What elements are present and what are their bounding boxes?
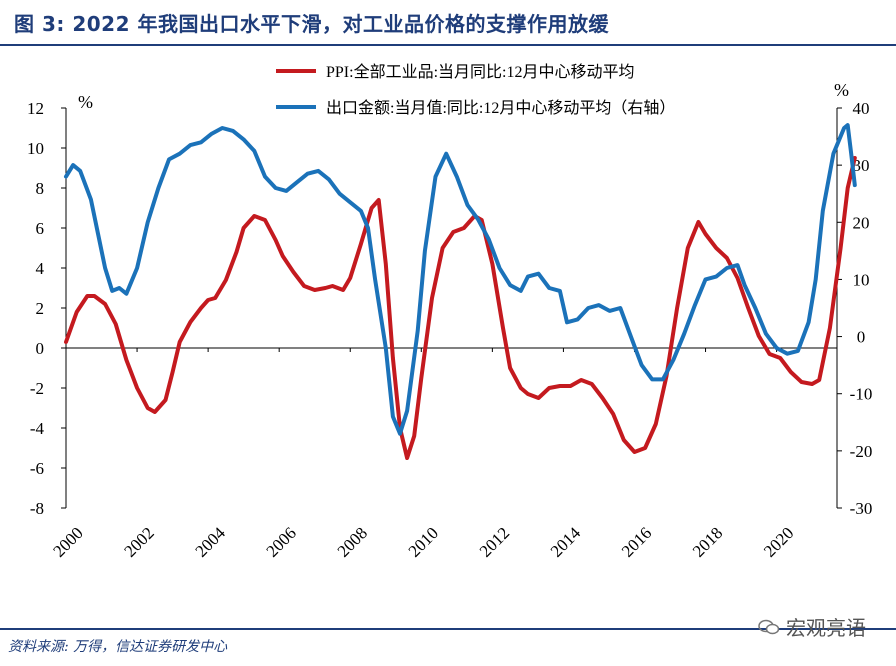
watermark-text: 宏观亮语 xyxy=(786,616,866,640)
x-tick-label: 2012 xyxy=(476,523,513,560)
left-tick-label: 8 xyxy=(36,179,45,198)
source-note: 资料来源: 万得，信达证券研发中心 xyxy=(8,639,228,655)
left-tick-label: 6 xyxy=(36,219,45,238)
x-tick-label: 2008 xyxy=(334,523,371,560)
right-tick-label: 10 xyxy=(853,270,870,289)
wechat-icon xyxy=(758,619,780,634)
x-tick-label: 2020 xyxy=(760,523,797,560)
x-tick-label: 2018 xyxy=(689,523,726,560)
legend-label-export: 出口金额:当月值:同比:12月中心移动平均（右轴） xyxy=(326,99,675,117)
right-tick-label: -10 xyxy=(850,385,873,404)
left-tick-label: -2 xyxy=(30,379,44,398)
right-tick-label: -30 xyxy=(850,499,873,518)
left-tick-label: -4 xyxy=(30,419,45,438)
left-axis-unit: % xyxy=(78,92,93,112)
right-tick-label: -20 xyxy=(850,442,873,461)
x-tick-label: 2014 xyxy=(547,523,585,561)
x-tick-label: 2016 xyxy=(618,523,655,560)
left-tick-label: -8 xyxy=(30,499,44,518)
x-tick-label: 2002 xyxy=(120,523,157,560)
left-tick-label: 4 xyxy=(36,259,45,278)
x-tick-label: 2004 xyxy=(191,523,229,561)
right-tick-label: 0 xyxy=(857,328,866,347)
figure-title: 图 3: 2022 年我国出口水平下滑，对工业品价格的支撑作用放缓 xyxy=(14,12,609,36)
footer-rule xyxy=(0,628,896,630)
left-tick-label: 2 xyxy=(36,299,45,318)
series-layer xyxy=(64,123,857,460)
series-line-ppi xyxy=(64,156,857,460)
title-rule xyxy=(0,44,896,46)
right-tick-label: 40 xyxy=(853,99,870,118)
left-tick-label: 10 xyxy=(27,139,44,158)
right-axis-unit: % xyxy=(834,80,849,100)
legend-label-ppi: PPI:全部工业品:当月同比:12月中心移动平均 xyxy=(326,63,634,81)
legend: PPI:全部工业品:当月同比:12月中心移动平均 出口金额:当月值:同比:12月… xyxy=(276,63,675,117)
x-tick-label: 2006 xyxy=(263,523,300,560)
watermark: 宏观亮语 xyxy=(758,612,866,641)
right-tick-label: 20 xyxy=(853,213,870,232)
left-tick-label: 0 xyxy=(36,339,45,358)
left-tick-label: 12 xyxy=(27,99,44,118)
x-tick-label: 2000 xyxy=(49,523,86,560)
series-line-export xyxy=(64,123,857,436)
x-tick-label: 2010 xyxy=(405,523,442,560)
right-tick-label: 30 xyxy=(853,156,870,175)
left-tick-label: -6 xyxy=(30,459,44,478)
